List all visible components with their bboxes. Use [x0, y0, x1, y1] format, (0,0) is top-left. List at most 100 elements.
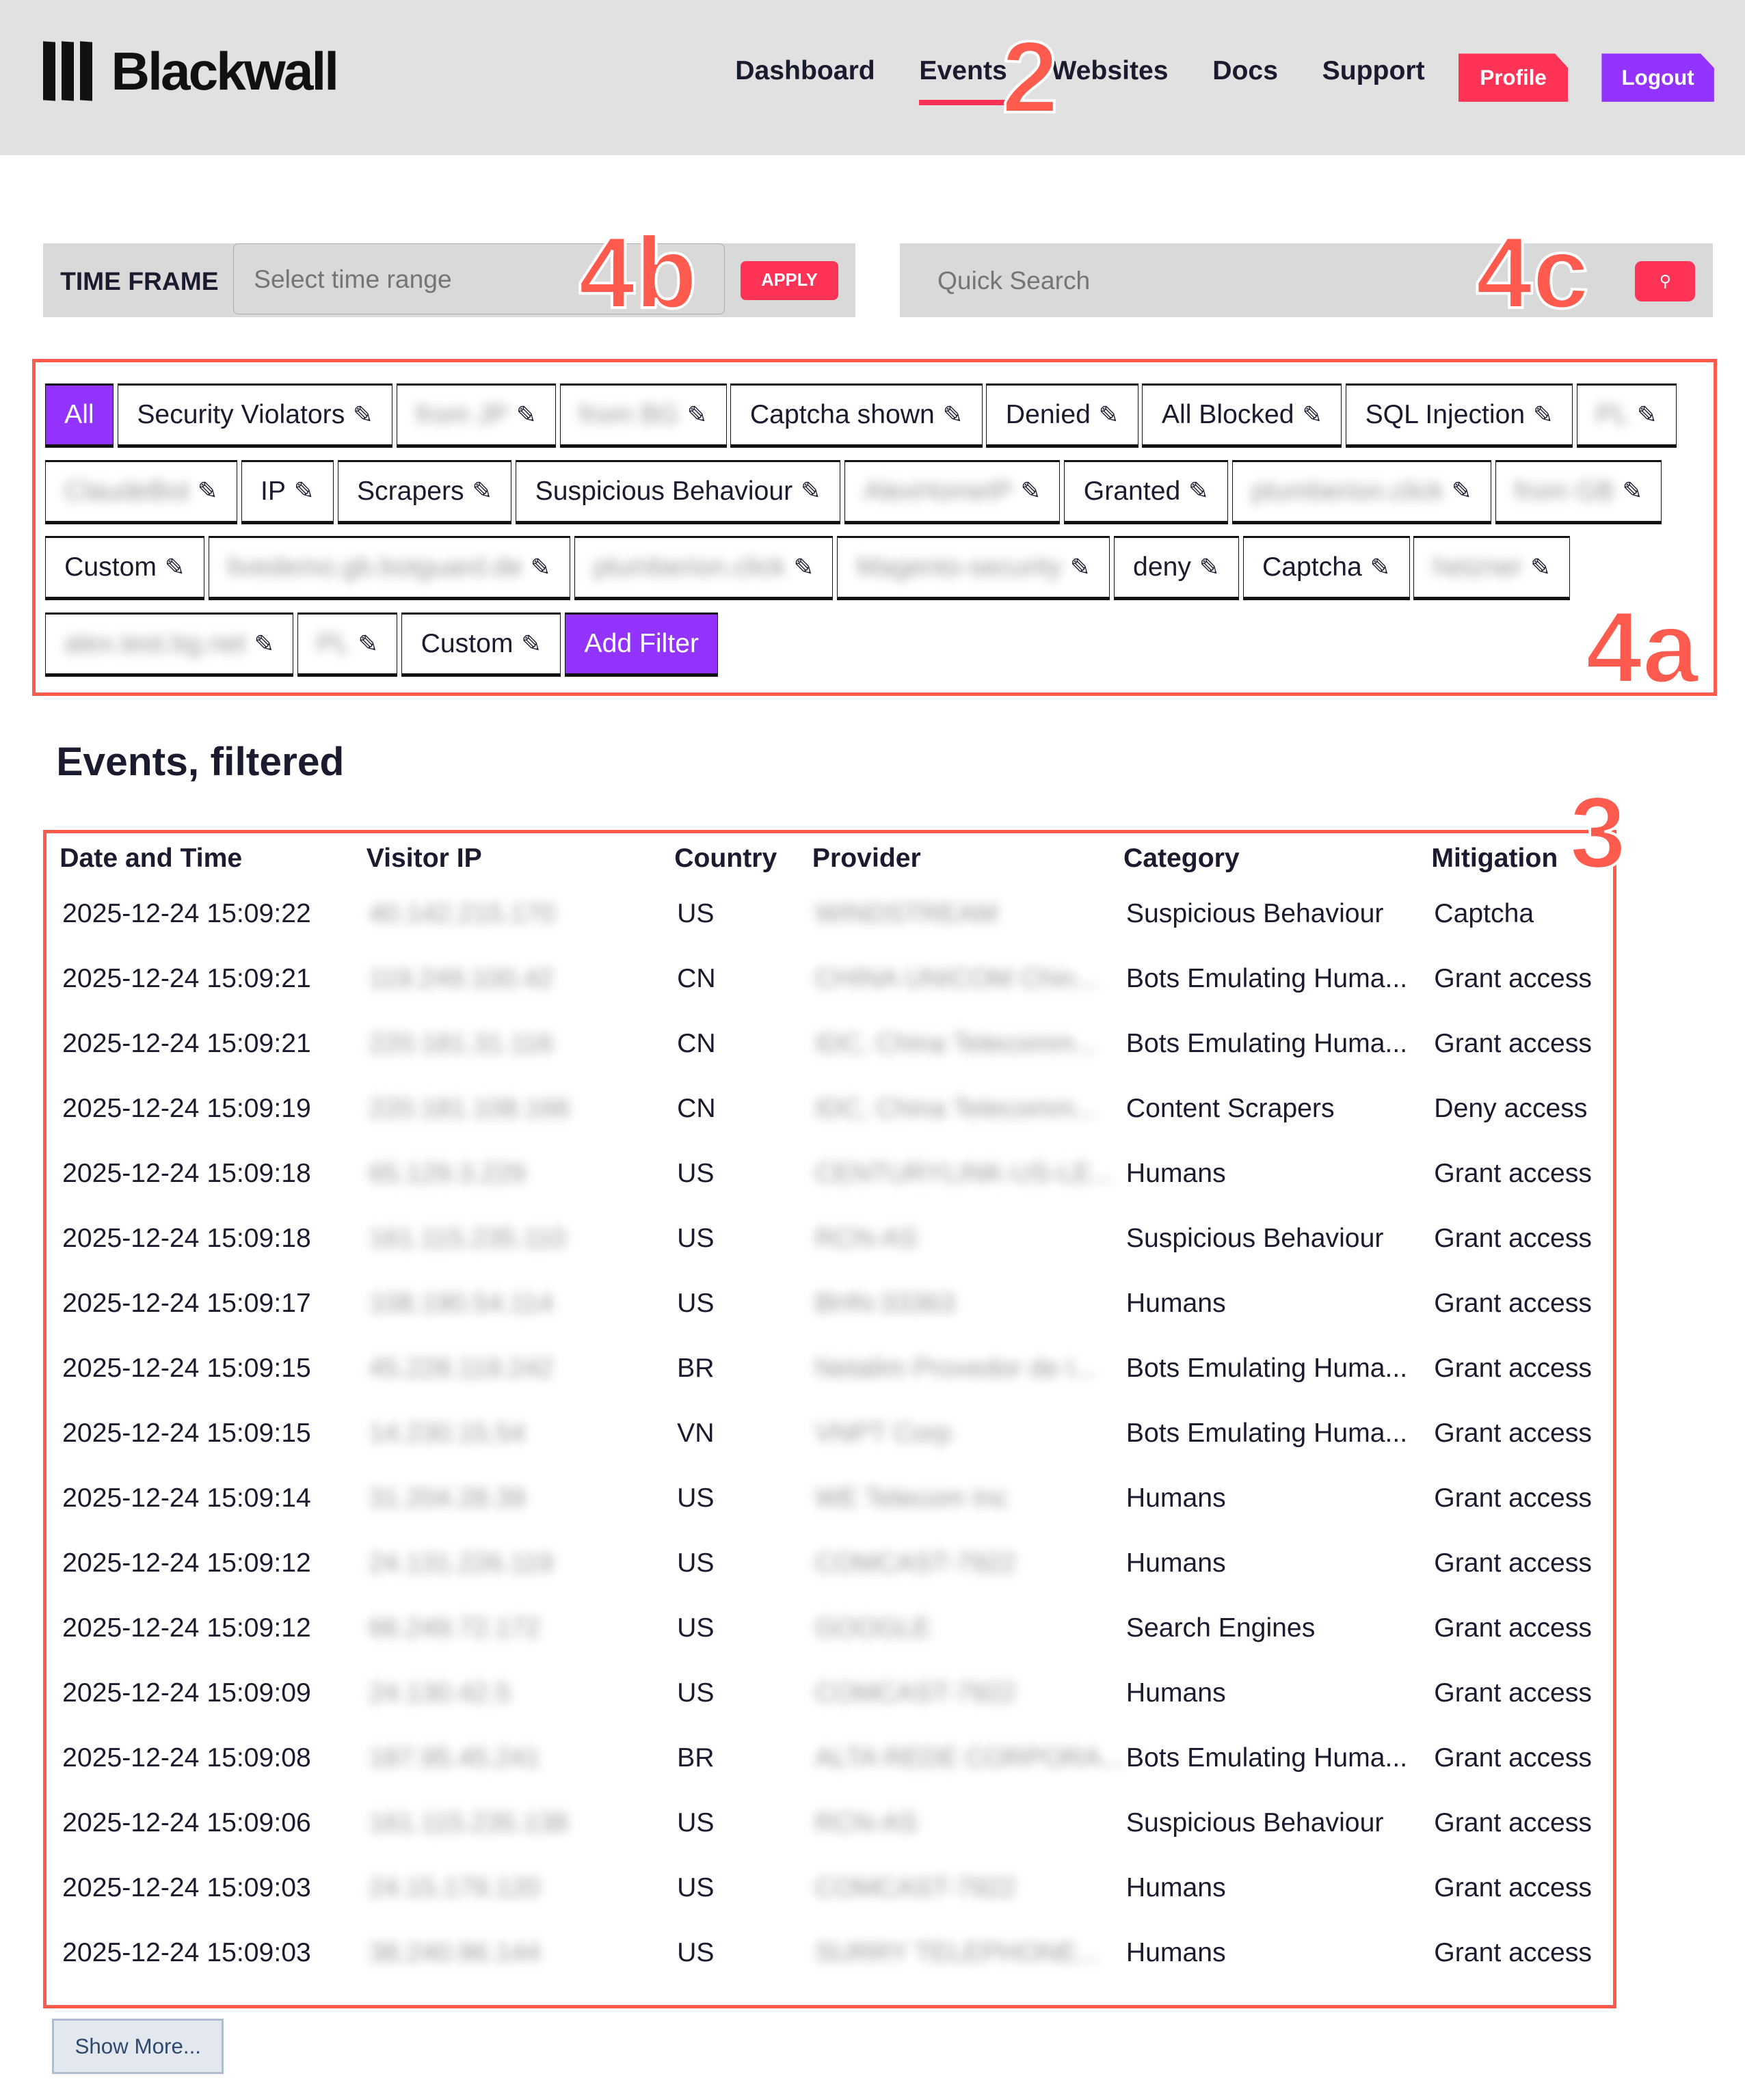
pencil-edit-icon[interactable]: ✎ [1302, 401, 1322, 429]
col-provider[interactable]: Provider [812, 844, 921, 874]
pencil-edit-icon[interactable]: ✎ [254, 630, 274, 658]
table-row[interactable]: 2025-12-24 15:09:12 66.249.72.172 US GOOGLE… [59, 1596, 1606, 1661]
pencil-edit-icon[interactable]: ✎ [1370, 554, 1391, 581]
apply-button[interactable]: APPLY [741, 260, 839, 300]
filter-chip[interactable]: ClaudeBot ✎ [44, 459, 237, 524]
blackwall-logo[interactable]: Blackwall [42, 40, 339, 103]
pencil-edit-icon[interactable]: ✎ [353, 401, 373, 429]
cell-date: 2025-12-24 15:09:03 [62, 1937, 311, 1967]
nav-docs[interactable]: Docs [1212, 56, 1278, 86]
pencil-edit-icon[interactable]: ✎ [358, 630, 378, 658]
search-button[interactable]: ⚲ [1635, 260, 1696, 301]
table-row[interactable]: 2025-12-24 15:09:21 119.249.100.42 CN CHINA… [59, 947, 1606, 1012]
cell-date: 2025-12-24 15:09:21 [62, 1029, 311, 1059]
table-row[interactable]: 2025-12-24 15:09:14 31.204.28.39 US WE Tele… [59, 1466, 1606, 1531]
filter-chip[interactable]: Captcha ✎ [1242, 536, 1410, 601]
table-row[interactable]: 2025-12-24 15:09:06 161.115.235.138 US RCN-… [59, 1791, 1606, 1856]
pencil-edit-icon[interactable]: ✎ [472, 478, 492, 505]
filter-chip[interactable]: PL ✎ [297, 612, 398, 677]
pencil-edit-icon[interactable]: ✎ [1530, 554, 1551, 581]
time-range-input[interactable] [232, 243, 725, 315]
filter-chip[interactable]: hetzner ✎ [1413, 536, 1571, 601]
table-row[interactable]: 2025-12-24 15:09:03 24.15.179.120 US COMCAS… [59, 1856, 1606, 1921]
pencil-edit-icon[interactable]: ✎ [164, 554, 185, 581]
filter-chip[interactable]: from JP ✎ [396, 383, 556, 448]
table-row[interactable]: 2025-12-24 15:09:15 45.228.119.242 BR Netal… [59, 1336, 1606, 1401]
filter-label: Captcha shown [749, 400, 935, 430]
pencil-edit-icon[interactable]: ✎ [1532, 401, 1554, 429]
cell-mitigation: Grant access [1434, 1873, 1592, 1902]
table-row[interactable]: 2025-12-24 15:09:15 14.230.15.54 VN VNPT Co… [59, 1401, 1606, 1466]
table-row[interactable]: 2025-12-24 15:09:12 24.131.226.119 US COMCA… [59, 1531, 1606, 1596]
logout-button[interactable]: Logout [1601, 53, 1714, 102]
filter-chip[interactable]: Scrapers ✎ [337, 459, 512, 524]
filter-chip[interactable]: IP ✎ [241, 459, 334, 524]
cell-ip: 66.249.72.172 [369, 1613, 541, 1643]
nav-websites[interactable]: Websites [1051, 56, 1169, 86]
cell-mitigation: Grant access [1434, 1289, 1592, 1319]
filter-chip[interactable]: PL ✎ [1576, 383, 1677, 448]
table-row[interactable]: 2025-12-24 15:09:18 161.115.235.110 US RCN-… [59, 1207, 1606, 1271]
quick-search-input[interactable] [900, 243, 1623, 318]
filter-chip[interactable]: Captcha shown ✎ [730, 383, 983, 448]
nav-events[interactable]: Events [919, 56, 1007, 107]
filter-chip[interactable]: Denied ✎ [986, 383, 1138, 448]
filter-chip[interactable]: Security Violators ✎ [117, 383, 392, 448]
table-row[interactable]: 2025-12-24 15:09:22 40.142.215.170 US WINDS… [59, 882, 1606, 947]
nav-support[interactable]: Support [1322, 56, 1425, 86]
pencil-edit-icon[interactable]: ✎ [687, 401, 708, 429]
pencil-edit-icon[interactable]: ✎ [516, 401, 537, 429]
table-row[interactable]: 2025-12-24 15:09:21 220.181.31.116 CN IDC, … [59, 1012, 1606, 1077]
show-more-button[interactable]: Show More... [52, 2019, 224, 2074]
cell-date: 2025-12-24 15:09:14 [62, 1483, 311, 1513]
filter-chip[interactable]: plumberion.click ✎ [574, 536, 834, 601]
filter-chip[interactable]: deny ✎ [1113, 536, 1239, 601]
filter-chip[interactable]: AlexHomeIP ✎ [844, 459, 1061, 524]
pencil-edit-icon[interactable]: ✎ [793, 554, 814, 581]
nav-dashboard[interactable]: Dashboard [735, 56, 875, 86]
pencil-edit-icon[interactable]: ✎ [1098, 401, 1119, 429]
cell-ip: 187.95.45.241 [369, 1743, 541, 1773]
pencil-edit-icon[interactable]: ✎ [530, 554, 551, 581]
col-category[interactable]: Category [1123, 844, 1240, 874]
pencil-edit-icon[interactable]: ✎ [293, 478, 315, 505]
pencil-edit-icon[interactable]: ✎ [1451, 478, 1472, 505]
add-filter-button[interactable]: Add Filter [565, 612, 719, 677]
filter-chip[interactable]: from GB ✎ [1495, 459, 1662, 524]
filter-chip[interactable]: from BG ✎ [559, 383, 727, 448]
pencil-edit-icon[interactable]: ✎ [1199, 554, 1220, 581]
table-row[interactable]: 2025-12-24 15:09:18 65.129.3.229 US CENTURY… [59, 1142, 1606, 1207]
pencil-edit-icon[interactable]: ✎ [1188, 478, 1209, 505]
col-date[interactable]: Date and Time [59, 844, 243, 874]
pencil-edit-icon[interactable]: ✎ [1020, 478, 1041, 505]
table-row[interactable]: 2025-12-24 15:09:08 187.95.45.241 BR ALTA R… [59, 1726, 1606, 1791]
filter-chip[interactable]: Magento-security ✎ [837, 536, 1110, 601]
filter-chip[interactable]: livedemo.gb.botguard.de ✎ [208, 536, 570, 601]
table-row[interactable]: 2025-12-24 15:09:19 220.181.108.166 CN IDC,… [59, 1077, 1606, 1142]
filter-chip[interactable]: Custom ✎ [44, 536, 204, 601]
table-row[interactable]: 2025-12-24 15:09:03 38.240.96.144 US SURRY … [59, 1921, 1606, 1986]
filter-all[interactable]: All [44, 383, 114, 448]
col-country[interactable]: Country [674, 844, 777, 874]
filter-label: IP [260, 476, 286, 506]
filter-chip[interactable]: SQL Injection ✎ [1346, 383, 1573, 448]
pencil-edit-icon[interactable]: ✎ [1636, 401, 1657, 429]
filter-chip[interactable]: Custom ✎ [401, 612, 561, 677]
col-mitigation[interactable]: Mitigation [1431, 844, 1558, 874]
filter-chip[interactable]: Suspicious Behaviour ✎ [516, 459, 840, 524]
filter-chip[interactable]: Granted ✎ [1064, 459, 1228, 524]
cell-date: 2025-12-24 15:09:18 [62, 1159, 311, 1189]
filter-chip[interactable]: alex.test.bg.net ✎ [44, 612, 294, 677]
filter-chip[interactable]: plumberion.click ✎ [1231, 459, 1491, 524]
pencil-edit-icon[interactable]: ✎ [800, 478, 821, 505]
pencil-edit-icon[interactable]: ✎ [521, 630, 542, 658]
pencil-edit-icon[interactable]: ✎ [1069, 554, 1091, 581]
table-row[interactable]: 2025-12-24 15:09:17 108.190.54.114 US BHN-3… [59, 1271, 1606, 1336]
filter-chip[interactable]: All Blocked ✎ [1142, 383, 1342, 448]
pencil-edit-icon[interactable]: ✎ [942, 401, 963, 429]
table-row[interactable]: 2025-12-24 15:09:09 24.130.42.5 US COMCAST-… [59, 1661, 1606, 1726]
profile-button[interactable]: Profile [1458, 53, 1569, 102]
col-ip[interactable]: Visitor IP [366, 844, 482, 874]
pencil-edit-icon[interactable]: ✎ [1622, 478, 1643, 505]
pencil-edit-icon[interactable]: ✎ [197, 478, 218, 505]
